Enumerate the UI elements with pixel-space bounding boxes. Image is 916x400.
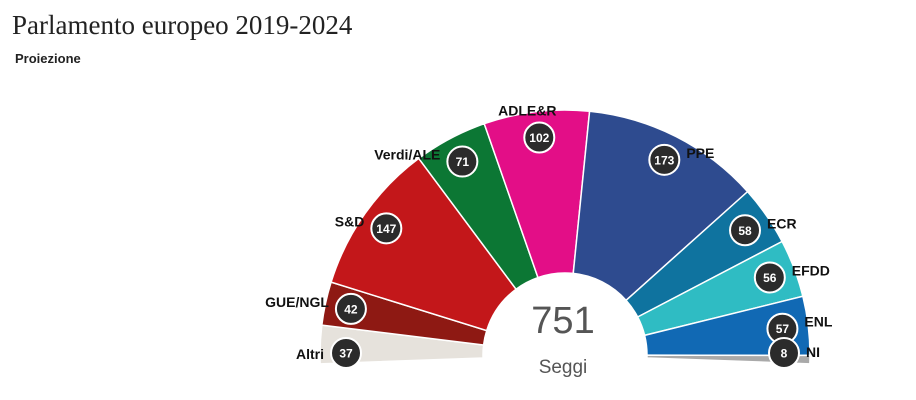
badge-ni xyxy=(767,337,800,370)
label-efdd: EFDD xyxy=(792,262,830,278)
badge-value-altri: 37 xyxy=(339,347,353,361)
badge-value-efdd: 56 xyxy=(763,271,777,285)
seat-badges: 37 42 147 71 102 173 58 56 57 8 xyxy=(330,121,800,370)
badge-value-verdi-ale: 71 xyxy=(456,155,470,169)
label-ppe: PPE xyxy=(686,145,714,161)
seat-wedges xyxy=(319,109,811,365)
badge-adle-r xyxy=(523,121,556,154)
chart-title: Parlamento europeo 2019-2024 xyxy=(12,10,353,40)
badge-value-enl: 57 xyxy=(776,322,790,336)
badge-ecr xyxy=(729,214,762,247)
badge-ppe xyxy=(648,143,681,176)
total-seats-label: Seggi xyxy=(539,357,588,378)
label-enl: ENL xyxy=(804,314,832,330)
label-altri: Altri xyxy=(296,346,324,362)
wedge-ppe[interactable] xyxy=(572,110,749,302)
label-s-d: S&D xyxy=(335,213,365,229)
label-adle-r: ADLE&R xyxy=(498,103,556,119)
label-ecr: ECR xyxy=(767,215,797,231)
badge-value-gue-ngl: 42 xyxy=(344,302,358,316)
badge-value-s-d: 147 xyxy=(376,222,396,236)
wedge-s-d[interactable] xyxy=(330,157,518,332)
chart-subtitle: Proiezione xyxy=(15,51,81,66)
badge-value-ecr: 58 xyxy=(738,224,752,238)
badge-verdi-ale xyxy=(446,145,479,178)
badge-value-ni: 8 xyxy=(781,347,788,361)
badge-s-d xyxy=(370,212,403,245)
badge-value-ppe: 173 xyxy=(654,153,674,167)
label-ni: NI xyxy=(806,344,820,360)
label-gue-ngl: GUE/NGL xyxy=(265,294,329,310)
badge-altri xyxy=(330,337,363,370)
label-verdi-ale: Verdi/ALE xyxy=(374,147,440,163)
party-labels: Altri GUE/NGL S&D Verdi/ALE ADLE&R PPE ECR EFDD… xyxy=(265,103,833,363)
badge-gue-ngl xyxy=(334,292,367,325)
badge-efdd xyxy=(753,261,786,294)
total-seats: 751 xyxy=(531,300,594,342)
badge-value-adle-r: 102 xyxy=(529,131,549,145)
